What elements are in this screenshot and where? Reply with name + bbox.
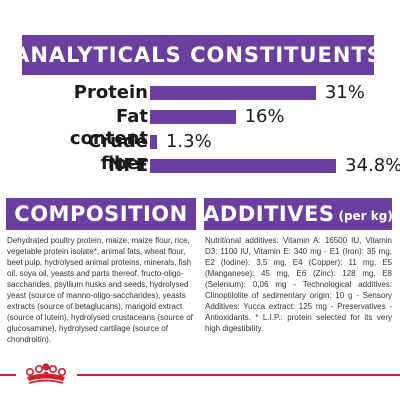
footer-divider-right	[77, 374, 400, 376]
constituent-bar	[150, 110, 236, 124]
analytical-constituents-header: ANALYTICALS CONSTITUENTS	[13, 35, 382, 75]
additives-header: ADDITIVES (per kg)	[203, 198, 393, 230]
additives-header-unit: (per kg)	[338, 209, 393, 223]
crown-icon	[26, 363, 66, 384]
constituent-value: 31%	[324, 82, 365, 103]
constituent-label: Protein	[73, 82, 148, 103]
constituent-label: Fat content	[69, 106, 148, 149]
constituent-value: 34.8%	[345, 155, 400, 176]
constituent-value: 16%	[244, 106, 285, 127]
composition-header-label: COMPOSITION	[14, 202, 188, 226]
constituent-value: 1.3%	[165, 131, 212, 152]
constituent-label: Crude fiber	[88, 131, 148, 174]
footer-divider-left	[0, 374, 16, 376]
constituent-label: NFE	[108, 155, 148, 176]
constituent-bar	[150, 159, 337, 173]
constituent-bar	[150, 135, 157, 149]
composition-text: Dehydrated poultry protein, maize, maize…	[7, 236, 193, 344]
composition-header: COMPOSITION	[6, 198, 196, 230]
constituent-bar	[150, 86, 316, 100]
additives-text: Nutritional additives: Vitamin A: 16500 …	[205, 236, 392, 333]
additives-header-label: ADDITIVES	[203, 202, 335, 226]
